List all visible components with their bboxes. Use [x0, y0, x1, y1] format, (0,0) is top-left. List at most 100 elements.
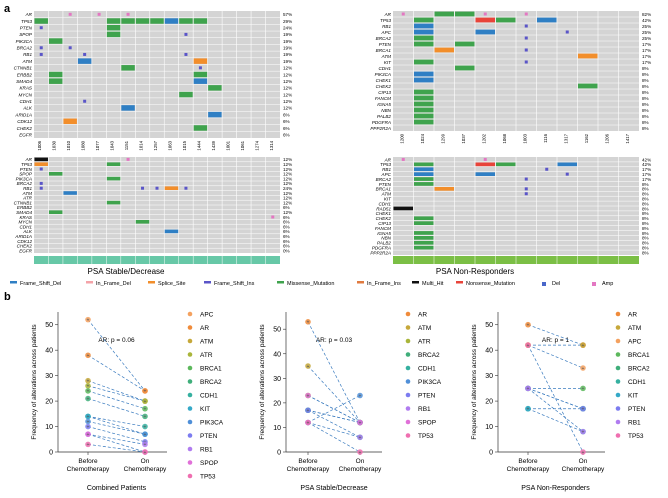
mutation-cell [414, 71, 434, 77]
legend-swatch [10, 281, 17, 284]
percent-label: 8% [642, 187, 649, 192]
series-line [87, 390, 146, 410]
percent-label: 6% [283, 234, 290, 239]
legend-label: BRCA1 [628, 352, 650, 359]
legend-dot [187, 365, 193, 371]
sample-id-label: 1206 [604, 133, 609, 143]
mutation-cell [414, 236, 434, 240]
legend-label: CDH1 [628, 379, 646, 386]
data-point [85, 418, 91, 425]
x-tick-label: Chemotherapy [507, 466, 550, 473]
mutation-marker [565, 30, 569, 34]
mutation-marker [83, 99, 87, 103]
data-point-marker: + [527, 323, 530, 329]
sample-id-label: 1063 [167, 140, 172, 150]
legend-label: SPOP [200, 460, 218, 467]
mutation-marker [39, 181, 43, 185]
data-point-marker: + [582, 366, 585, 372]
gene-label: CDH1 [378, 201, 391, 206]
gene-label: IGNA5 [377, 102, 391, 107]
gene-label: AR [25, 12, 33, 17]
mutation-cell [455, 41, 475, 47]
gene-label: KRAS [19, 86, 32, 91]
gene-label: BRCA1 [376, 187, 392, 192]
mutation-marker [184, 186, 188, 190]
gene-label: APC [381, 30, 392, 35]
data-point [85, 413, 91, 420]
mutation-cell [179, 91, 193, 98]
sample-id-label: 1417 [625, 133, 630, 143]
legend-dot [187, 379, 193, 384]
percent-label: 8% [642, 236, 649, 241]
gene-label: CDH1 [19, 99, 32, 104]
mutation-cell [496, 17, 516, 23]
mutation-cell [77, 58, 92, 64]
mutation-cell [557, 162, 577, 167]
series-line [527, 344, 584, 453]
data-point [85, 316, 91, 323]
legend-label: RB1 [628, 419, 641, 426]
data-point [525, 405, 531, 412]
sample-id-label: 1014 [139, 140, 144, 150]
mutation-marker [483, 157, 487, 161]
legend-swatch [542, 282, 546, 286]
legend-dot [405, 311, 411, 317]
mutation-cell [434, 47, 454, 53]
mutation-cell [121, 65, 135, 71]
legend-label: KIT [200, 406, 210, 413]
data-point-marker: + [144, 414, 147, 420]
y-tick-label: 20 [45, 399, 53, 406]
gene-label: PPP2R2A [370, 250, 391, 255]
percent-label: 6% [283, 112, 290, 117]
mutation-marker [126, 157, 130, 161]
data-point-marker: + [144, 450, 147, 456]
gene-label: PPP2R2A [370, 126, 391, 131]
sample-id-label: 1299 [440, 133, 445, 143]
gene-label: PTEN [20, 26, 33, 31]
percent-label: 8% [642, 250, 649, 255]
gene-label: ATM [22, 59, 33, 64]
gene-label: BRCA2 [376, 36, 392, 41]
percent-label: 12% [283, 92, 292, 97]
mutation-marker [565, 172, 569, 176]
series-line [307, 365, 361, 423]
gene-label: FANCM [375, 226, 391, 231]
legend-swatch [357, 281, 364, 284]
percent-label: 8% [642, 216, 649, 221]
gene-label: TP53 [21, 162, 32, 167]
gene-label: EGFR [19, 248, 32, 253]
data-point [142, 431, 148, 437]
data-point [85, 388, 91, 394]
mutation-cell [106, 18, 121, 24]
x-tick-label: Before [518, 458, 538, 465]
data-point-marker: + [307, 320, 310, 326]
percent-label: 12% [283, 172, 292, 177]
series-line [87, 398, 146, 417]
mutation-cell [455, 11, 475, 17]
y-axis-label: Frequency of alterations across patients [471, 324, 478, 440]
legend-label: BRCA1 [200, 365, 222, 372]
percent-label: 6% [283, 220, 290, 225]
data-point [142, 449, 148, 455]
gene-label: BRCA1 [376, 48, 392, 53]
legend-label: CDH1 [200, 392, 218, 399]
gene-label: AR [25, 157, 33, 162]
legend-label: BRCA2 [418, 352, 440, 359]
series-line [87, 416, 146, 427]
mutation-cell [414, 17, 434, 23]
mutation-cell [150, 18, 164, 24]
data-point-marker: + [87, 396, 90, 402]
data-point [142, 398, 148, 404]
gene-label: MYCN [18, 92, 32, 97]
gene-label: PDGFRA [372, 120, 391, 125]
mutation-cell [414, 245, 434, 250]
sample-id-label: 1043 [110, 140, 115, 150]
mutation-marker [483, 12, 487, 16]
data-point-marker: + [582, 429, 585, 435]
mutation-cell [135, 220, 150, 224]
x-tick-label: Chemotherapy [287, 466, 330, 473]
chart-title: Combined Patients [87, 485, 147, 492]
mutation-cell [414, 41, 434, 47]
y-tick-label: 30 [485, 373, 493, 380]
